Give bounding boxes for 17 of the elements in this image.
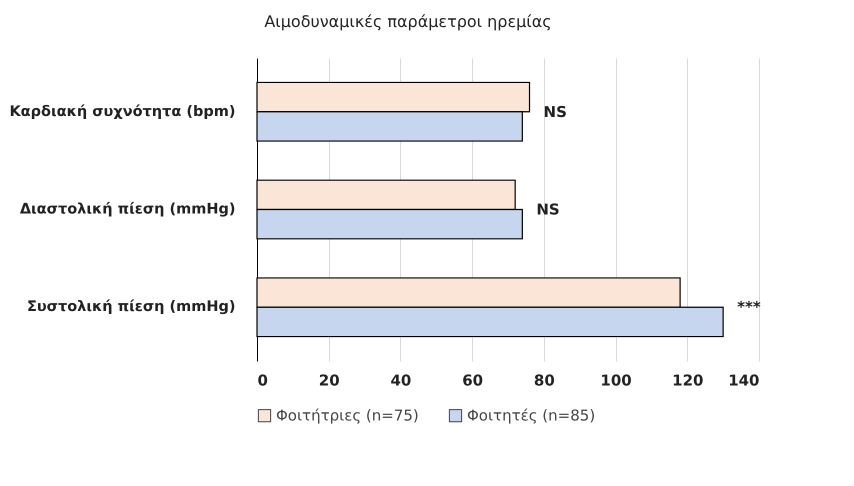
annotation: NS: [544, 102, 567, 121]
y-tick-label: Καρδιακή συχνότητα (bpm): [9, 104, 236, 120]
x-tick-label: 0: [258, 372, 268, 390]
y-tick-label: Διαστολική πίεση (mmHg): [20, 202, 236, 218]
x-tick-label: 20: [318, 372, 340, 390]
y-tick-label: Συστολική πίεση (mmHg): [26, 299, 236, 316]
x-tick-label: 120: [672, 372, 704, 390]
legend-label: Φοιτήτριες (n=75): [276, 406, 419, 425]
x-tick-label: 100: [600, 372, 632, 390]
chart-title: Αιμοδυναμικές παράμετροι ηρεμίας: [264, 12, 552, 31]
x-tick-label: 140: [728, 372, 760, 390]
x-tick-label: 60: [462, 372, 484, 390]
x-tick-label: 80: [534, 372, 555, 390]
annotation: ***: [737, 298, 761, 316]
annotation: NS: [536, 200, 560, 218]
legend-label: Φοιτητές (n=85): [467, 406, 596, 425]
x-tick-label: 40: [390, 372, 412, 390]
